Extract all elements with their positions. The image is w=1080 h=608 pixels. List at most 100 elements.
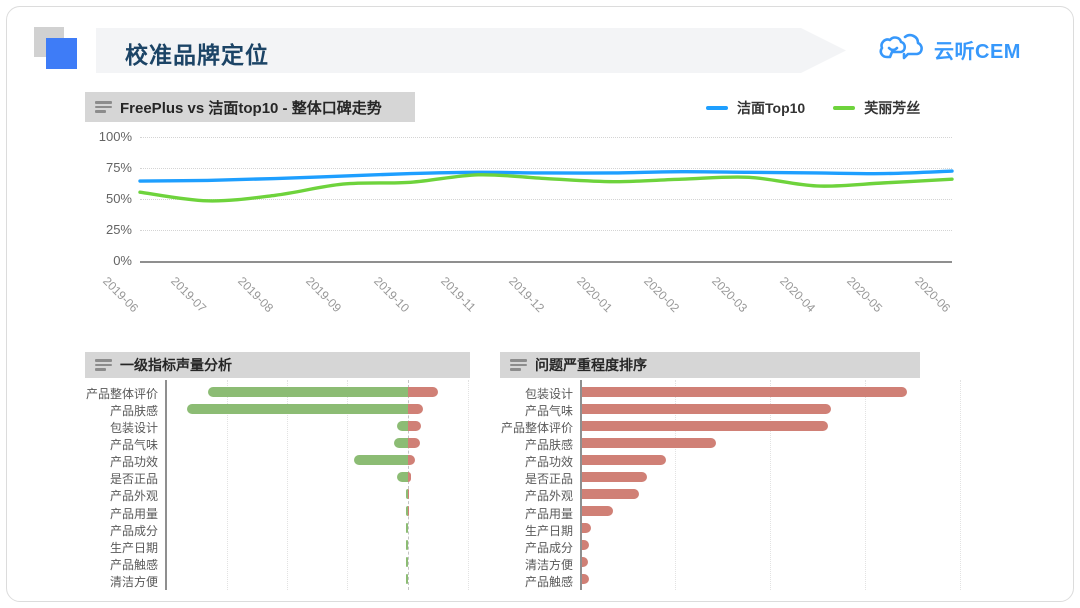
- volume-bar-green: [406, 540, 408, 551]
- trend-gridline: [140, 261, 952, 263]
- brand-logo-text: 云听CEM: [934, 40, 1021, 63]
- volume-chart-title: 一级指标声量分析: [120, 357, 232, 373]
- severity-bar: [582, 386, 907, 397]
- severity-category-label: 产品功效: [524, 455, 573, 470]
- volume-category-label: 产品肤感: [109, 404, 158, 419]
- volume-bar-red: [408, 386, 438, 397]
- trend-y-tick-label: 75%: [105, 160, 132, 175]
- legend-item-freeplus[interactable]: 芙丽芳丝: [833, 98, 920, 118]
- severity-chart-banner: 问题严重程度排序: [500, 352, 920, 378]
- severity-category-label: 生产日期: [524, 523, 573, 538]
- volume-plot-area[interactable]: [165, 380, 470, 590]
- volume-bar-red: [408, 471, 411, 482]
- volume-gridline: [227, 380, 228, 590]
- volume-bar-red: [408, 506, 409, 517]
- volume-bar-green: [187, 403, 408, 414]
- volume-bar-green: [397, 471, 408, 482]
- volume-bar-green: [208, 386, 408, 397]
- severity-gridline: [675, 380, 676, 590]
- trend-y-tick-label: 50%: [105, 191, 132, 206]
- volume-category-label: 产品气味: [109, 438, 158, 453]
- severity-category-label: 产品外观: [524, 489, 573, 504]
- severity-bar: [582, 488, 639, 499]
- severity-plot-area[interactable]: [580, 380, 965, 590]
- volume-gridline: [347, 380, 348, 590]
- volume-bar-red: [408, 420, 421, 431]
- volume-category-label: 产品用量: [109, 506, 158, 521]
- severity-category-label: 产品触感: [524, 574, 573, 589]
- severity-bar: [582, 506, 613, 517]
- severity-chart-title: 问题严重程度排序: [535, 357, 647, 373]
- trend-y-tick-label: 100%: [98, 129, 132, 144]
- volume-category-label: 清洁方便: [109, 574, 158, 589]
- severity-category-label: 产品气味: [524, 404, 573, 419]
- volume-category-label: 生产日期: [109, 540, 158, 555]
- severity-bar: [582, 437, 716, 448]
- volume-bar-red: [408, 488, 409, 499]
- volume-bar-red: [408, 403, 423, 414]
- hamburger-icon: [95, 101, 112, 113]
- volume-gridline: [468, 380, 469, 590]
- hamburger-icon: [95, 359, 112, 371]
- volume-category-label: 产品外观: [109, 489, 158, 504]
- trend-y-tick-label: 25%: [105, 222, 132, 237]
- trend-y-tick-label: 0%: [113, 253, 132, 268]
- cloud-chat-logo-icon: [878, 30, 928, 68]
- volume-bar-green: [406, 574, 408, 585]
- severity-gridline: [865, 380, 866, 590]
- page-title: 校准品牌定位: [125, 42, 269, 68]
- legend-label: 洁面Top10: [737, 100, 806, 116]
- header-square-blue: [46, 38, 77, 69]
- volume-y-axis: [165, 380, 167, 590]
- severity-bar: [582, 557, 588, 568]
- severity-category-label: 是否正品: [524, 472, 573, 487]
- severity-category-label: 产品成分: [524, 540, 573, 555]
- trend-chart-title: FreePlus vs 洁面top10 - 整体口碑走势: [120, 99, 382, 117]
- volume-category-label: 产品成分: [109, 523, 158, 538]
- volume-bar-green: [406, 488, 408, 499]
- severity-bar: [582, 454, 666, 465]
- volume-bar-green: [397, 420, 408, 431]
- severity-category-label: 产品整体评价: [500, 421, 573, 436]
- severity-bar: [582, 574, 589, 585]
- severity-bar: [582, 471, 647, 482]
- severity-category-label: 产品肤感: [524, 438, 573, 453]
- severity-bar: [582, 523, 591, 534]
- severity-category-label: 清洁方便: [524, 557, 573, 572]
- volume-gridline: [287, 380, 288, 590]
- trend-gridline: [140, 199, 952, 200]
- trend-gridline: [140, 137, 952, 138]
- volume-chart-banner: 一级指标声量分析: [85, 352, 470, 378]
- severity-bar: [582, 403, 831, 414]
- trend-gridline: [140, 168, 952, 169]
- brand-logo: 云听CEM: [878, 30, 1021, 68]
- volume-bar-green: [406, 557, 408, 568]
- volume-zero-line: [408, 380, 409, 590]
- volume-bar-green: [406, 506, 408, 517]
- volume-bar-green: [394, 437, 408, 448]
- severity-category-label: 产品用量: [524, 506, 573, 521]
- volume-category-label: 包装设计: [109, 421, 158, 436]
- severity-y-axis: [580, 380, 582, 590]
- trend-legend: 洁面Top10 芙丽芳丝: [706, 98, 920, 118]
- severity-category-label: 包装设计: [524, 387, 573, 401]
- volume-category-label: 产品整体评价: [85, 387, 158, 401]
- volume-bar-red: [408, 454, 415, 465]
- header-banner: [96, 28, 846, 73]
- severity-bar: [582, 540, 589, 551]
- severity-gridline: [960, 380, 961, 590]
- severity-bar: [582, 420, 828, 431]
- hamburger-icon: [510, 359, 527, 371]
- trend-chart-banner: FreePlus vs 洁面top10 - 整体口碑走势: [85, 92, 415, 122]
- volume-category-label: 是否正品: [109, 472, 158, 487]
- legend-dash-green: [833, 106, 856, 110]
- severity-gridline: [770, 380, 771, 590]
- volume-bar-green: [354, 454, 408, 465]
- legend-item-jiemian-top10[interactable]: 洁面Top10: [706, 98, 805, 118]
- trend-gridline: [140, 230, 952, 231]
- volume-bar-green: [406, 523, 408, 534]
- legend-dash-blue: [706, 106, 728, 110]
- volume-category-label: 产品功效: [109, 455, 158, 470]
- legend-label: 芙丽芳丝: [864, 100, 921, 116]
